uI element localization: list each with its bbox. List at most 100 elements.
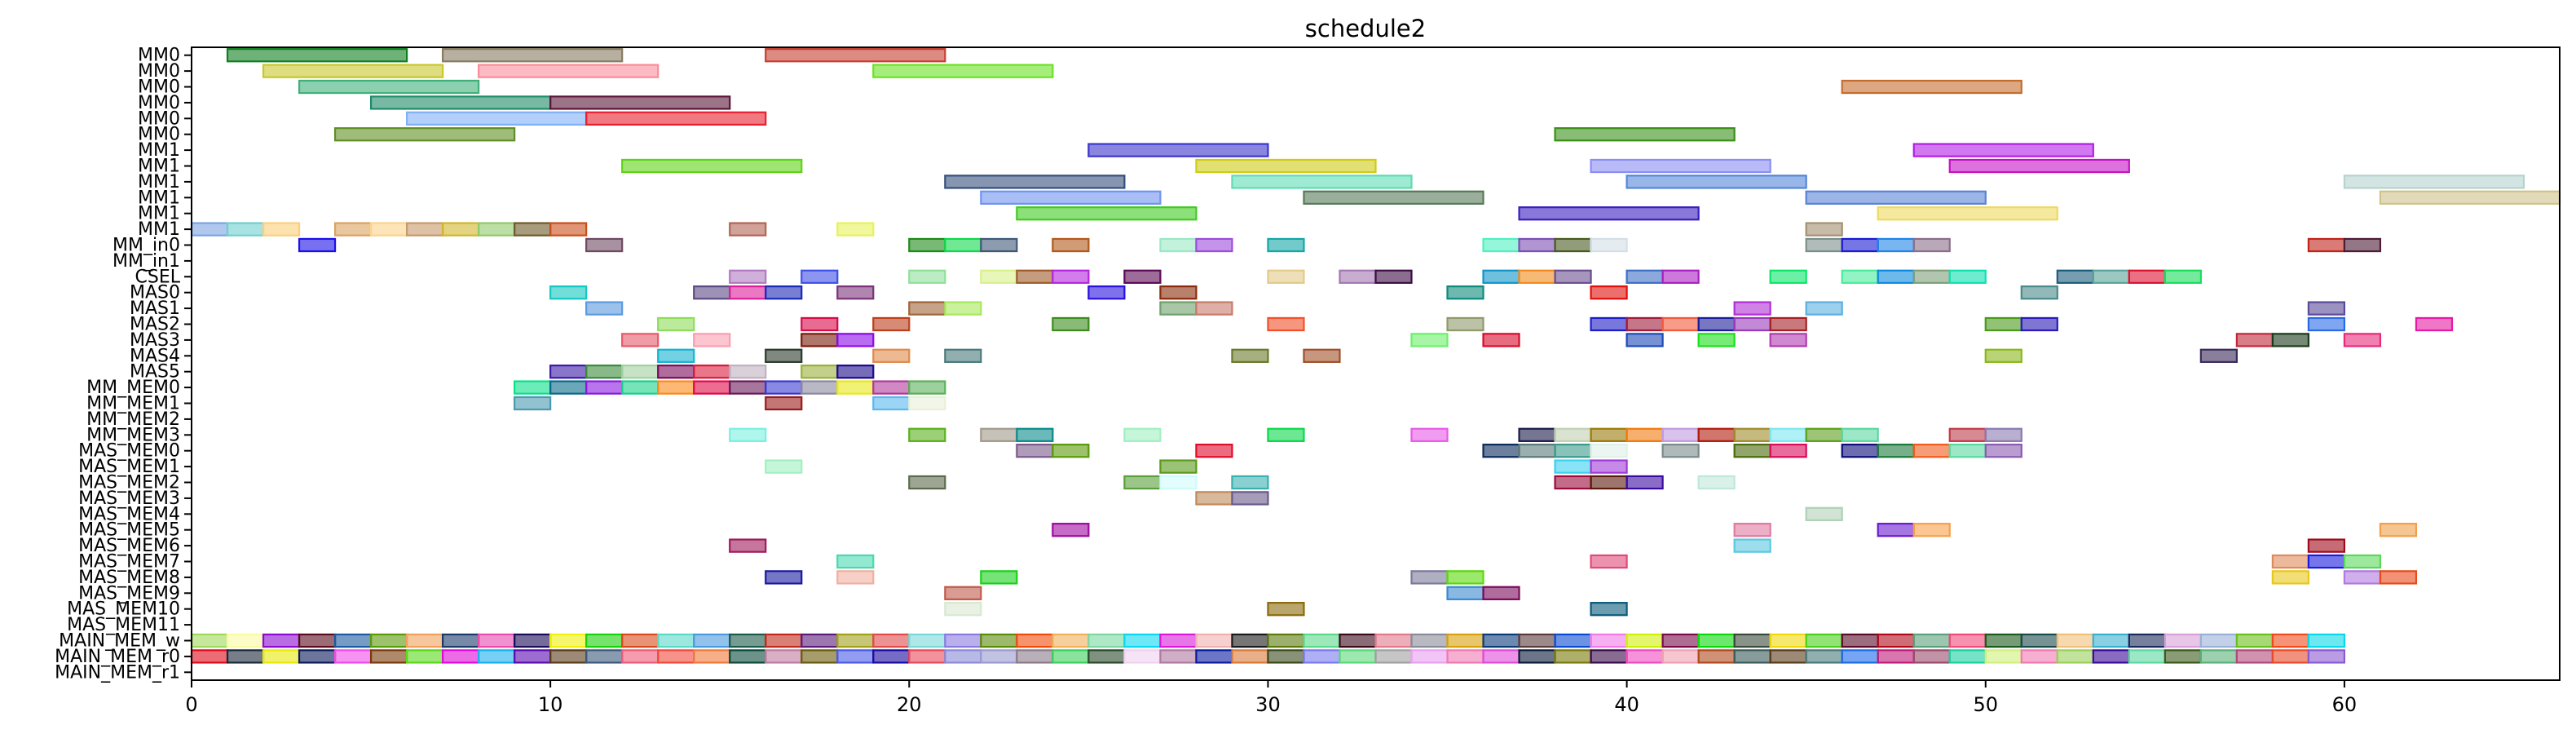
y-tick-label: MAIN_MEM_r1	[55, 662, 180, 683]
task-bar	[1590, 649, 1628, 664]
task-bar	[2020, 285, 2058, 300]
task-bar	[621, 365, 659, 379]
task-bar	[333, 127, 516, 142]
task-bar	[729, 649, 767, 664]
task-bar	[1805, 649, 1843, 664]
task-bar	[693, 333, 731, 347]
task-bar	[2128, 269, 2166, 284]
task-bar	[549, 222, 588, 237]
task-bar	[980, 190, 1162, 205]
task-bar	[657, 649, 695, 664]
x-tick-label: 20	[897, 693, 922, 716]
task-bar	[693, 285, 731, 300]
task-bar	[2307, 633, 2346, 648]
plot-frame	[191, 46, 2561, 681]
task-bar	[1016, 633, 1054, 648]
task-bar	[1877, 523, 1915, 537]
task-bar	[765, 570, 803, 585]
task-bar	[1303, 649, 1341, 664]
task-bar	[2343, 175, 2525, 189]
task-bar	[1554, 269, 1592, 284]
x-tick-label: 0	[185, 693, 197, 716]
task-bar	[1625, 649, 1664, 664]
task-bar	[262, 222, 301, 237]
y-tick-label: MAIN_MEM_w	[59, 631, 180, 652]
task-bar	[729, 269, 767, 284]
task-bar	[369, 649, 408, 664]
task-bar	[1590, 459, 1628, 474]
task-bar	[1446, 649, 1484, 664]
task-bar	[1769, 649, 1807, 664]
task-bar	[2343, 570, 2382, 585]
task-bar	[980, 649, 1018, 664]
task-bar	[1267, 633, 1305, 648]
task-bar	[1231, 649, 1269, 664]
x-tick-label: 50	[1973, 693, 1998, 716]
task-bar	[2307, 316, 2346, 332]
task-bar	[944, 602, 982, 617]
y-tick-label: MAS3	[130, 330, 180, 351]
task-bar	[1231, 175, 1413, 189]
task-bar	[298, 649, 337, 664]
task-bar	[801, 316, 839, 332]
task-bar	[1697, 427, 1736, 442]
task-bar	[1087, 285, 1126, 300]
task-bar	[1984, 633, 2022, 648]
y-tick-label: MAS_MEM11	[67, 615, 180, 635]
task-bar	[262, 633, 301, 648]
task-bar	[1123, 427, 1162, 442]
task-bar	[2128, 649, 2166, 664]
task-bar	[1841, 269, 1879, 284]
y-tick-label: MM0	[138, 93, 180, 113]
task-bar	[1769, 427, 1807, 442]
task-bar	[1769, 316, 1807, 332]
task-bar	[1052, 237, 1090, 253]
task-bar	[1805, 301, 1843, 316]
task-bar	[2128, 633, 2166, 648]
task-bar	[2343, 554, 2382, 569]
task-bar	[657, 633, 695, 648]
task-bar	[2271, 554, 2309, 569]
task-bar	[693, 633, 731, 648]
y-tick-label: MM_MEM0	[86, 378, 180, 398]
task-bar	[1912, 143, 2094, 157]
task-bar	[1410, 333, 1449, 347]
task-bar	[2199, 649, 2238, 664]
task-bar	[585, 649, 624, 664]
task-bar	[1518, 649, 1556, 664]
task-bar	[729, 222, 767, 237]
task-bar	[1733, 538, 1771, 553]
x-tick-label: 40	[1614, 693, 1639, 716]
task-bar	[1052, 316, 1090, 332]
y-tick-label: MM_MEM2	[86, 409, 180, 430]
task-bar	[836, 633, 875, 648]
task-bar	[1554, 427, 1592, 442]
task-bar	[1518, 237, 1556, 253]
y-tick-label: MAS_MEM9	[78, 583, 180, 604]
task-bar	[765, 633, 803, 648]
task-bar	[1518, 269, 1556, 284]
task-bar	[1625, 316, 1664, 332]
y-tick-label: MM_in1	[112, 251, 180, 272]
task-bar	[1733, 316, 1771, 332]
task-bar	[549, 633, 588, 648]
task-bar	[2235, 633, 2274, 648]
task-bar	[1410, 570, 1449, 585]
y-tick-label: MAS_MEM7	[78, 552, 180, 573]
task-bar	[872, 380, 911, 395]
task-bar	[190, 633, 229, 648]
task-bar	[1267, 602, 1305, 617]
y-tick-label: MAS1	[130, 298, 180, 319]
task-bar	[1195, 649, 1233, 664]
task-bar	[1590, 427, 1628, 442]
task-bar	[621, 380, 659, 395]
task-bar	[1984, 427, 2022, 442]
task-bar	[621, 649, 659, 664]
task-bar	[621, 333, 659, 347]
task-bar	[1554, 649, 1592, 664]
task-bar	[1733, 523, 1771, 537]
task-bar	[1339, 649, 1377, 664]
task-bar	[1518, 427, 1556, 442]
task-bar	[514, 222, 552, 237]
task-bar	[944, 175, 1126, 189]
